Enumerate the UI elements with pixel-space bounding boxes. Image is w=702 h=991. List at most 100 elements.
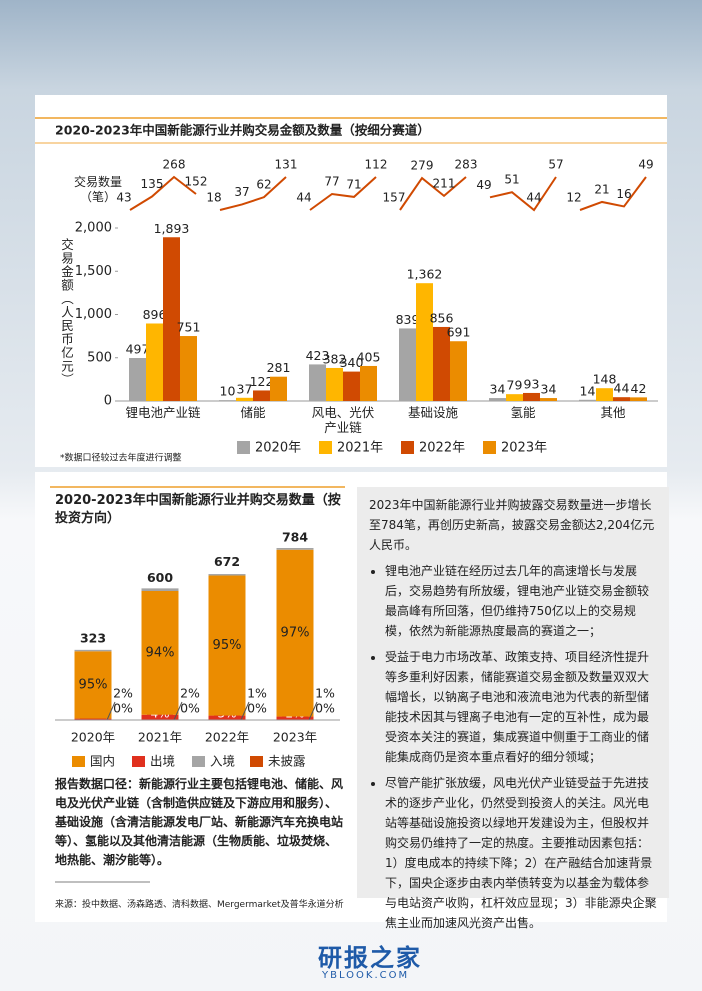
legend-label: 2022年 — [419, 441, 465, 456]
count-label: 211 — [433, 176, 456, 190]
commentary-box: 2023年中国新能源行业并购披露交易数量进一步增长至784笔，再创历史新高，披露… — [357, 487, 669, 930]
bar — [630, 397, 647, 401]
bar-segment — [208, 575, 246, 716]
segment-label: 0% — [113, 701, 133, 716]
legend-label: 2020年 — [255, 441, 301, 456]
bar-label: 751 — [177, 320, 201, 335]
count-line — [579, 176, 647, 211]
bar — [399, 328, 416, 401]
x-tick-label: 基础设施 — [407, 405, 458, 420]
bar — [270, 376, 287, 401]
bullet: 锂电池产业链在经历过去几年的高速增长与发展后，交易趋势有所放缓，锂电池产业链交易… — [385, 561, 657, 641]
bullet: 尽管产能扩张放缓，风电光伏产业链受益于先进技术的逐步产业化，仍然受到投资人的关注… — [385, 773, 657, 933]
legend-swatch — [132, 756, 145, 767]
leader — [240, 701, 250, 721]
total-label: 672 — [214, 554, 240, 569]
count-label: 279 — [411, 159, 434, 173]
count-line — [309, 176, 377, 211]
bar-label: 34 — [541, 382, 557, 397]
bar — [326, 367, 343, 401]
bar-segment — [276, 549, 314, 717]
count-label: 49 — [476, 178, 491, 192]
bullet: 受益于电力市场改革、政策支持、项目经济性提升等多重利好因素，储能赛道交易金额及数… — [385, 647, 657, 767]
bar-label: 382 — [323, 351, 347, 366]
bar-segment — [208, 574, 246, 576]
segment-label: 1% — [247, 686, 267, 701]
x-tick-label: 储能 — [240, 405, 266, 420]
bar-label: 896 — [143, 307, 167, 322]
segment-label: 94% — [146, 645, 175, 660]
bar — [253, 390, 270, 401]
legend-label: 2021年 — [337, 441, 383, 456]
segment-label: 1% — [315, 686, 335, 701]
bar — [433, 326, 450, 401]
bar-label: 281 — [267, 360, 291, 375]
count-label: 152 — [185, 175, 208, 189]
bar-label: 10 — [220, 384, 236, 399]
count-label: 16 — [616, 187, 631, 201]
segment-label: 95% — [213, 638, 242, 653]
legend-swatch — [250, 756, 263, 767]
y-tick-label: 500 — [87, 350, 112, 365]
bar-label: 34 — [490, 382, 506, 397]
x-tick-label: 2021年 — [138, 730, 182, 745]
segment-label: 0% — [247, 701, 267, 716]
bar — [613, 397, 630, 401]
segment-label: 0% — [315, 701, 335, 716]
bar-label: 93 — [524, 376, 540, 391]
bar — [146, 323, 163, 401]
count-line — [489, 176, 557, 212]
leader — [308, 701, 318, 721]
y-tick-label: 2,000 — [75, 221, 112, 236]
legend-label: 入境 — [210, 754, 235, 769]
count-label: 62 — [256, 178, 271, 192]
bar-label: 839 — [396, 312, 420, 327]
segment-label: 0% — [180, 701, 200, 716]
x-tick-label: 氢能 — [510, 405, 536, 420]
bar — [236, 397, 253, 401]
bar — [180, 336, 197, 401]
bar-label: 122 — [250, 374, 274, 389]
leader — [173, 701, 183, 721]
x-tick-label: 其他 — [600, 405, 626, 420]
total-label: 600 — [147, 570, 173, 585]
bar-label: 691 — [447, 325, 471, 340]
watermark: 研报之家 — [318, 944, 422, 972]
count-label: 131 — [275, 158, 298, 172]
bar-label: 340 — [340, 355, 364, 370]
total-label: 323 — [80, 631, 106, 646]
bullet-list: 锂电池产业链在经历过去几年的高速增长与发展后，交易趋势有所放缓，锂电池产业链交易… — [369, 561, 657, 933]
bar — [129, 358, 146, 401]
count-label: 57 — [548, 158, 563, 172]
y-tick-label: 1,000 — [75, 307, 112, 322]
bar-segment — [74, 649, 112, 652]
bar — [506, 394, 523, 401]
count-line — [399, 176, 467, 211]
count-label: 43 — [116, 191, 131, 205]
legend-swatch — [401, 441, 414, 454]
y-tick-label: 1,500 — [75, 264, 112, 279]
bar — [309, 364, 326, 401]
top-card — [35, 95, 667, 467]
x-tick-label: 2022年 — [205, 730, 249, 745]
segment-label: 2% — [180, 686, 200, 701]
legend-swatch — [319, 441, 332, 454]
bar-label: 79 — [507, 378, 523, 393]
legend-label: 未披露 — [268, 754, 306, 769]
count-label: 49 — [638, 158, 653, 172]
bar-segment — [141, 588, 179, 591]
bar-label: 44 — [614, 381, 630, 396]
bar-label: 37 — [237, 381, 253, 396]
count-label: 135 — [141, 177, 164, 191]
chart-title: 2020-2023年中国新能源行业并购交易数量（按投资方向） — [55, 493, 341, 526]
bar-label: 497 — [126, 342, 150, 357]
legend-swatch — [237, 441, 250, 454]
bar — [540, 398, 557, 401]
count-label: 44 — [526, 191, 541, 205]
bar-segment — [74, 651, 112, 719]
bar — [579, 399, 596, 401]
watermark: YBLOOK.COM — [322, 970, 410, 981]
count-label: 21 — [594, 182, 609, 196]
